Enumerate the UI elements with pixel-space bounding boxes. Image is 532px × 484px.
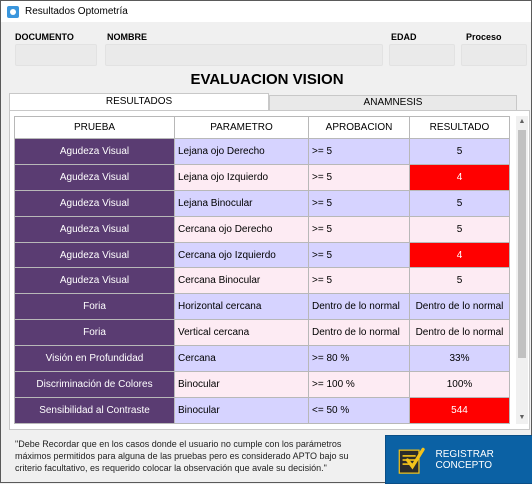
- cell-parametro: Binocular: [174, 396, 309, 424]
- cell-parametro: Lejana Binocular: [174, 189, 309, 217]
- cell-prueba: Agudeza Visual: [14, 241, 175, 269]
- cell-parametro: Cercana ojo Izquierdo: [174, 241, 309, 269]
- cell-resultado: 4: [409, 241, 510, 269]
- edad-field: [389, 44, 455, 66]
- column-header-prueba: PRUEBA: [14, 116, 175, 139]
- table-row[interactable]: Visión en Profundidad Cercana >= 80 % 33%: [14, 345, 510, 373]
- cell-resultado: 5: [409, 267, 510, 295]
- cell-parametro: Cercana Binocular: [174, 267, 309, 295]
- cell-aprobacion: >= 5: [308, 215, 410, 243]
- cell-aprobacion: >= 5: [308, 241, 410, 269]
- cell-parametro: Lejana ojo Izquierdo: [174, 163, 309, 191]
- cell-parametro: Vertical cercana: [174, 319, 309, 347]
- cell-prueba: Agudeza Visual: [14, 189, 175, 217]
- documento-label: DOCUMENTO: [15, 32, 74, 42]
- column-header-aprobacion: APROBACION: [308, 116, 410, 139]
- scroll-up-arrow-icon[interactable]: ▲: [518, 118, 526, 125]
- cell-aprobacion: >= 80 %: [308, 345, 410, 373]
- title-bar: Resultados Optometría: [1, 1, 531, 22]
- column-header-parametro: PARAMETRO: [174, 116, 309, 139]
- cell-resultado: 100%: [409, 371, 510, 398]
- window-title: Resultados Optometría: [25, 6, 128, 17]
- cell-prueba: Discriminación de Colores: [14, 371, 175, 398]
- footer-note: "Debe Recordar que en los casos donde el…: [15, 439, 349, 473]
- table-header-row: PRUEBA PARAMETRO APROBACION RESULTADO: [14, 116, 510, 139]
- table-row[interactable]: Sensibilidad al Contraste Binocular <= 50 …: [14, 396, 510, 424]
- cell-prueba: Agudeza Visual: [14, 267, 175, 295]
- documento-field: [15, 44, 97, 66]
- cell-aprobacion: Dentro de lo normal: [308, 293, 410, 321]
- results-panel: PRUEBA PARAMETRO APROBACION RESULTADO Ag…: [9, 110, 530, 430]
- cell-parametro: Horizontal cercana: [174, 293, 309, 321]
- cell-parametro: Cercana ojo Derecho: [174, 215, 309, 243]
- table-scrollbar[interactable]: ▲ ▼: [516, 116, 528, 424]
- cell-parametro: Cercana: [174, 345, 309, 373]
- cell-aprobacion: Dentro de lo normal: [308, 319, 410, 347]
- cell-resultado: Dentro de lo normal: [409, 319, 510, 347]
- cell-aprobacion: >= 5: [308, 267, 410, 295]
- cell-prueba: Foria: [14, 319, 175, 347]
- app-icon: [7, 5, 19, 18]
- tab-anamnesis[interactable]: ANAMNESIS: [269, 95, 517, 110]
- cell-aprobacion: >= 100 %: [308, 371, 410, 398]
- proceso-field: [461, 44, 527, 66]
- cell-prueba: Agudeza Visual: [14, 215, 175, 243]
- cell-prueba: Agudeza Visual: [14, 163, 175, 191]
- edad-label: EDAD: [391, 32, 417, 42]
- table-row[interactable]: Discriminación de Colores Binocular >= 100…: [14, 371, 510, 398]
- cell-aprobacion: <= 50 %: [308, 396, 410, 424]
- cell-aprobacion: >= 5: [308, 189, 410, 217]
- scroll-thumb[interactable]: [518, 130, 526, 358]
- cell-resultado: 33%: [409, 345, 510, 373]
- cell-resultado: 5: [409, 189, 510, 217]
- cell-parametro: Binocular: [174, 371, 309, 398]
- cell-resultado: 4: [409, 163, 510, 191]
- cell-resultado: 5: [409, 215, 510, 243]
- cell-parametro: Lejana ojo Derecho: [174, 138, 309, 165]
- page-title: EVALUACION VISION: [190, 71, 344, 88]
- register-concept-label: REGISTRAR CONCEPTO: [435, 448, 494, 471]
- cell-aprobacion: >= 5: [308, 138, 410, 165]
- table-row[interactable]: Foria Horizontal cercana Dentro de lo norm…: [14, 293, 510, 321]
- nombre-label: NOMBRE: [107, 32, 147, 42]
- proceso-label: Proceso: [466, 32, 502, 42]
- results-table: PRUEBA PARAMETRO APROBACION RESULTADO Ag…: [14, 116, 510, 424]
- cell-prueba: Visión en Profundidad: [14, 345, 175, 373]
- column-header-resultado: RESULTADO: [409, 116, 510, 139]
- cell-aprobacion: >= 5: [308, 163, 410, 191]
- check-note-icon: [398, 447, 425, 474]
- cell-prueba: Foria: [14, 293, 175, 321]
- nombre-field: [105, 44, 383, 66]
- cell-prueba: Sensibilidad al Contraste: [14, 396, 175, 424]
- cell-resultado: 5: [409, 138, 510, 165]
- scroll-down-arrow-icon[interactable]: ▼: [518, 414, 526, 421]
- cell-resultado: Dentro de lo normal: [409, 293, 510, 321]
- register-concept-button[interactable]: REGISTRAR CONCEPTO: [385, 435, 532, 484]
- cell-prueba: Agudeza Visual: [14, 138, 175, 165]
- tab-resultados[interactable]: RESULTADOS: [9, 93, 269, 111]
- cell-resultado: 544: [409, 396, 510, 424]
- table-row[interactable]: Foria Vertical cercana Dentro de lo normal…: [14, 319, 510, 347]
